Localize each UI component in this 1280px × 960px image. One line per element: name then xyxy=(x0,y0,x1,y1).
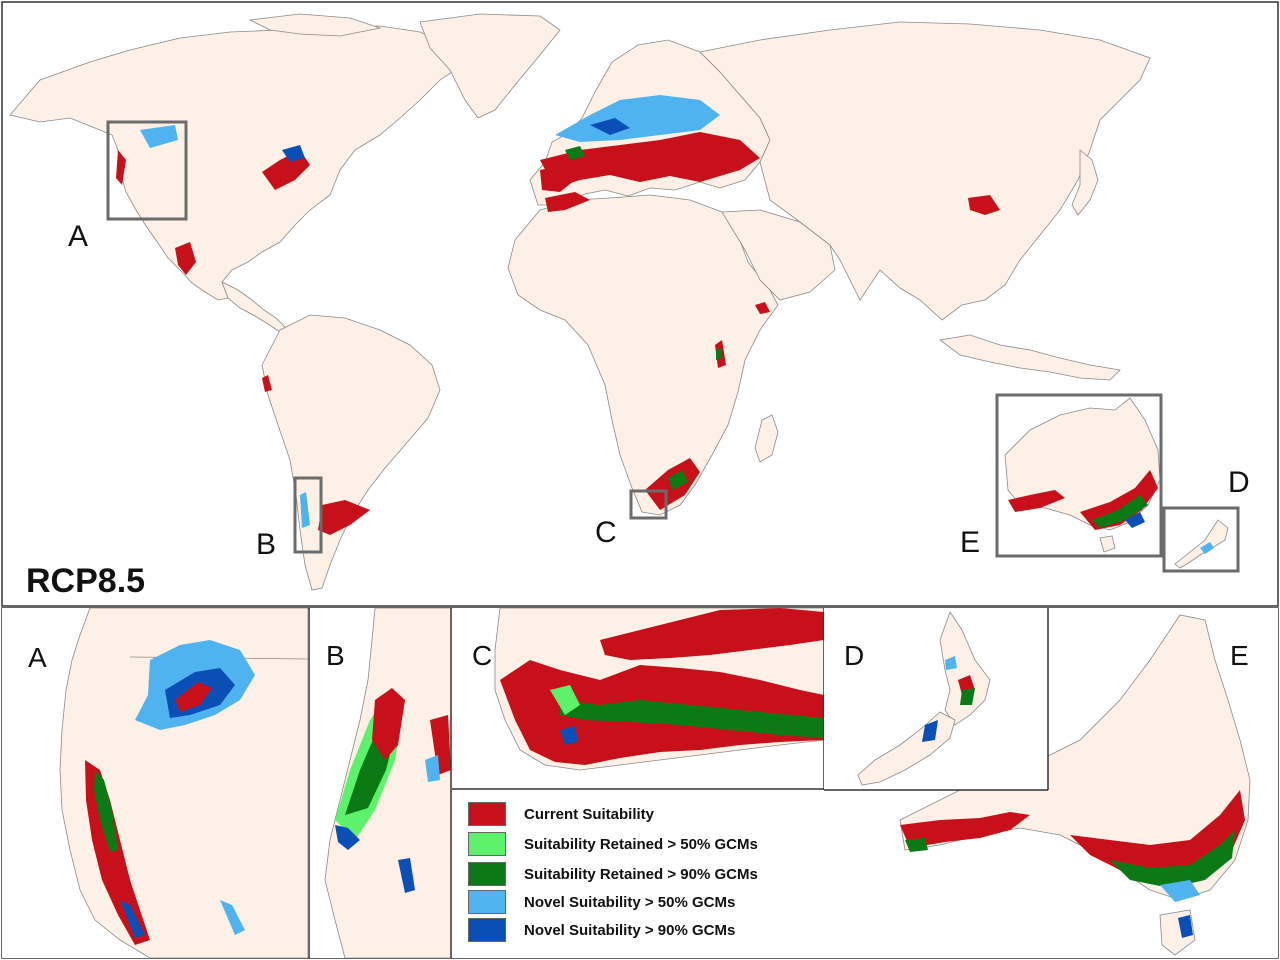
inset-B-south xyxy=(398,858,415,893)
inset-E-tas-novel xyxy=(1178,915,1193,938)
patch-na-west-current xyxy=(116,150,126,185)
inset-D-map xyxy=(824,608,1048,790)
patch-europe-novel xyxy=(555,95,720,142)
inset-C-map xyxy=(452,608,824,788)
inset-B-land xyxy=(324,608,451,958)
inset-label-A: A xyxy=(28,642,47,673)
patch-na-east-current xyxy=(262,150,310,190)
inset-label-E: E xyxy=(1230,640,1249,671)
patch-east-africa-retained xyxy=(716,348,722,360)
land-indonesia xyxy=(939,334,1121,381)
inset-C-novel xyxy=(560,726,578,745)
inset-label-B: B xyxy=(326,640,345,671)
legend-label: Suitability Retained > 50% GCMs xyxy=(524,835,758,853)
land-tasmania xyxy=(1099,535,1116,553)
patch-ethiopia xyxy=(755,302,770,314)
patch-sa-south-current xyxy=(318,500,370,535)
region-box-B xyxy=(293,476,323,554)
inset-B-map xyxy=(310,608,451,958)
main-suitability-patches xyxy=(116,95,1214,554)
region-box-A xyxy=(106,120,188,221)
patch-iberia-current xyxy=(540,165,575,192)
region-box-E xyxy=(995,393,1163,558)
legend-item-novel-50: Novel Suitability > 50% GCMs xyxy=(468,890,735,914)
legend-item-current: Current Suitability xyxy=(468,802,654,826)
inset-B-east-novel xyxy=(425,755,440,782)
main-label-B: B xyxy=(256,528,277,561)
inset-A-ne-novel xyxy=(220,900,245,935)
land-japan xyxy=(1071,149,1099,216)
legend-item-retained-50: Suitability Retained > 50% GCMs xyxy=(468,832,758,856)
land-arctic-islands xyxy=(248,13,382,37)
main-label-E: E xyxy=(960,526,981,559)
legend-label: Novel Suitability > 90% GCMs xyxy=(524,921,736,939)
legend: Current Suitability Suitability Retained… xyxy=(452,790,824,958)
legend-swatch xyxy=(468,918,506,942)
inset-C-current-north xyxy=(600,608,824,660)
inset-label-C: C xyxy=(472,640,493,671)
scenario-label: RCP8.5 xyxy=(26,562,146,600)
legend-label: Novel Suitability > 50% GCMs xyxy=(524,893,736,911)
legend-item-retained-90: Suitability Retained > 90% GCMs xyxy=(468,862,758,886)
inset-E-sw-current xyxy=(900,812,1030,848)
patch-mediterranean-current xyxy=(540,132,760,188)
patch-aus-southeast-current xyxy=(1080,470,1158,530)
world-map xyxy=(1,1,1279,607)
region-box-C xyxy=(629,489,668,520)
patch-europe-retained xyxy=(565,146,585,160)
land-madagascar xyxy=(754,414,779,463)
patch-sa-andes xyxy=(262,375,272,392)
land-greenland xyxy=(419,13,561,119)
land-africa xyxy=(507,194,779,516)
legend-label: Suitability Retained > 90% GCMs xyxy=(524,865,758,883)
patch-aus-southeast-novel xyxy=(1125,512,1145,528)
inset-A-coast-retained xyxy=(94,770,118,852)
main-label-A: A xyxy=(68,220,89,253)
region-box-D xyxy=(1162,506,1240,573)
inset-D-north-island xyxy=(939,611,991,726)
inset-E-sw-retained xyxy=(905,838,928,852)
land-asia xyxy=(699,21,1151,321)
patch-aus-southeast-retained xyxy=(1092,495,1148,528)
patch-china-current xyxy=(968,195,1000,215)
inset-E-se-novel xyxy=(1160,880,1200,902)
patch-sa-chile-novel xyxy=(300,492,310,528)
patch-europe-novel-90 xyxy=(590,118,630,135)
legend-item-novel-90: Novel Suitability > 90% GCMs xyxy=(468,918,735,942)
inset-A-current xyxy=(175,682,212,712)
inset-E-se-retained xyxy=(1110,830,1235,888)
patch-mexico-current xyxy=(175,242,196,275)
inset-B-novel xyxy=(335,825,360,850)
legend-swatch xyxy=(468,802,506,826)
main-label-C: C xyxy=(595,516,617,549)
inset-A-map xyxy=(2,608,308,958)
patch-safrica-retained xyxy=(668,470,688,490)
inset-D-novel-50 xyxy=(945,656,957,670)
inset-B-current xyxy=(372,688,405,760)
legend-label: Current Suitability xyxy=(524,805,655,823)
land-new-zealand xyxy=(1174,519,1229,569)
main-label-D: D xyxy=(1228,466,1250,499)
inset-A-coast-novel xyxy=(120,900,145,938)
legend-swatch xyxy=(468,862,506,886)
inset-C-retained-90 xyxy=(560,700,824,738)
patch-aus-southwest-current xyxy=(1008,490,1065,512)
patch-na-west-novel xyxy=(140,125,178,148)
land-arabia xyxy=(721,209,836,301)
inset-D-retained xyxy=(960,688,975,705)
inset-C-retained-50 xyxy=(550,685,580,715)
legend-swatch xyxy=(468,890,506,914)
patch-nz xyxy=(1200,542,1214,554)
patch-na-greatlakes-novel xyxy=(282,145,305,162)
inset-label-D: D xyxy=(844,640,865,671)
patch-nafrica-current xyxy=(545,192,590,212)
legend-swatch xyxy=(468,832,506,856)
inset-B-east xyxy=(430,715,451,775)
inset-D-novel xyxy=(922,720,938,742)
